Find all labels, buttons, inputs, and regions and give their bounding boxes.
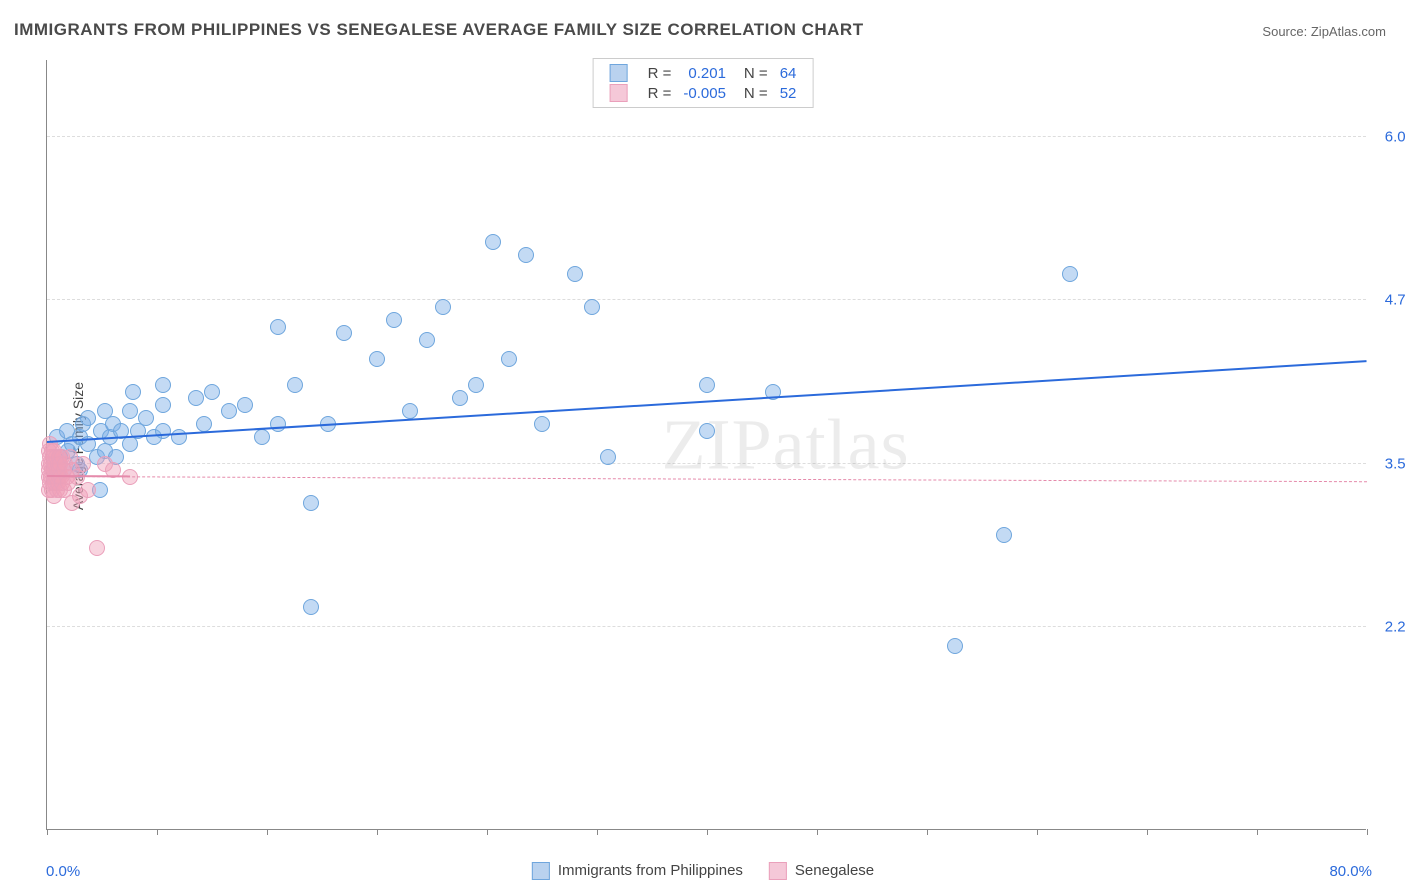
data-point-philippines (270, 416, 286, 432)
data-point-philippines (600, 449, 616, 465)
data-point-philippines (155, 423, 171, 439)
data-point-philippines (303, 495, 319, 511)
legend-n-prefix: N = (732, 63, 774, 83)
data-point-philippines (221, 403, 237, 419)
data-point-philippines (336, 325, 352, 341)
chart-plot-area: ZIPatlas 2.253.504.756.00 (46, 60, 1366, 830)
data-point-philippines (402, 403, 418, 419)
x-axis-max-label: 80.0% (1329, 863, 1372, 880)
y-tick-label: 3.50 (1385, 455, 1406, 472)
data-point-philippines (699, 377, 715, 393)
x-axis-min-label: 0.0% (46, 863, 80, 880)
legend-item-philippines: Immigrants from Philippines (532, 862, 743, 880)
x-tick (47, 829, 48, 835)
gridline (47, 299, 1366, 300)
data-point-philippines (534, 416, 550, 432)
data-point-philippines (419, 332, 435, 348)
legend-r-prefix: R = (642, 63, 678, 83)
chart-title: IMMIGRANTS FROM PHILIPPINES VS SENEGALES… (14, 20, 864, 40)
data-point-philippines (303, 599, 319, 615)
data-point-philippines (204, 384, 220, 400)
series-legend: Immigrants from Philippines Senegalese (532, 862, 874, 880)
source-name: ZipAtlas.com (1311, 24, 1386, 39)
trend-line-senegalese (47, 476, 1367, 482)
legend-item-senegalese: Senegalese (769, 862, 874, 880)
x-tick (1367, 829, 1368, 835)
legend-swatch-philippines (610, 64, 628, 82)
data-point-philippines (1062, 266, 1078, 282)
data-point-philippines (518, 247, 534, 263)
legend-r-value-philippines: 0.201 (677, 63, 732, 83)
data-point-philippines (567, 266, 583, 282)
legend-n-prefix: N = (732, 83, 774, 103)
data-point-philippines (188, 390, 204, 406)
data-point-philippines (122, 403, 138, 419)
data-point-philippines (996, 527, 1012, 543)
data-point-philippines (584, 299, 600, 315)
data-point-philippines (386, 312, 402, 328)
data-point-senegalese (80, 482, 96, 498)
data-point-philippines (485, 234, 501, 250)
data-point-senegalese (89, 540, 105, 556)
source-label: Source: ZipAtlas.com (1262, 24, 1386, 39)
legend-n-value-philippines: 64 (774, 63, 803, 83)
gridline (47, 136, 1366, 137)
legend-swatch-senegalese-icon (769, 862, 787, 880)
data-point-philippines (155, 397, 171, 413)
y-tick-label: 2.25 (1385, 618, 1406, 635)
x-tick (927, 829, 928, 835)
data-point-philippines (125, 384, 141, 400)
legend-n-value-senegalese: 52 (774, 83, 803, 103)
x-tick (817, 829, 818, 835)
correlation-legend: R = 0.201 N = 64 R = -0.005 N = 52 (593, 58, 814, 108)
data-point-philippines (468, 377, 484, 393)
gridline (47, 626, 1366, 627)
data-point-philippines (947, 638, 963, 654)
data-point-philippines (452, 390, 468, 406)
data-point-senegalese (75, 456, 91, 472)
y-tick-label: 6.00 (1385, 129, 1406, 146)
data-point-philippines (138, 410, 154, 426)
data-point-philippines (501, 351, 517, 367)
legend-r-prefix: R = (642, 83, 678, 103)
gridline (47, 463, 1366, 464)
legend-label-senegalese: Senegalese (795, 862, 874, 879)
legend-swatch-senegalese (610, 84, 628, 102)
x-tick (377, 829, 378, 835)
data-point-philippines (80, 410, 96, 426)
x-tick (707, 829, 708, 835)
legend-swatch-philippines-icon (532, 862, 550, 880)
legend-r-value-senegalese: -0.005 (677, 83, 732, 103)
y-tick-label: 4.75 (1385, 292, 1406, 309)
data-point-philippines (435, 299, 451, 315)
watermark: ZIPatlas (662, 403, 910, 486)
x-tick (1037, 829, 1038, 835)
x-tick (487, 829, 488, 835)
x-tick (1147, 829, 1148, 835)
legend-row-senegalese: R = -0.005 N = 52 (604, 83, 803, 103)
x-tick (157, 829, 158, 835)
x-tick (597, 829, 598, 835)
data-point-philippines (369, 351, 385, 367)
data-point-philippines (699, 423, 715, 439)
data-point-philippines (287, 377, 303, 393)
x-tick (267, 829, 268, 835)
source-prefix: Source: (1262, 24, 1307, 39)
data-point-philippines (270, 319, 286, 335)
legend-row-philippines: R = 0.201 N = 64 (604, 63, 803, 83)
legend-label-philippines: Immigrants from Philippines (558, 862, 743, 879)
data-point-philippines (237, 397, 253, 413)
x-tick (1257, 829, 1258, 835)
data-point-philippines (254, 429, 270, 445)
data-point-philippines (155, 377, 171, 393)
